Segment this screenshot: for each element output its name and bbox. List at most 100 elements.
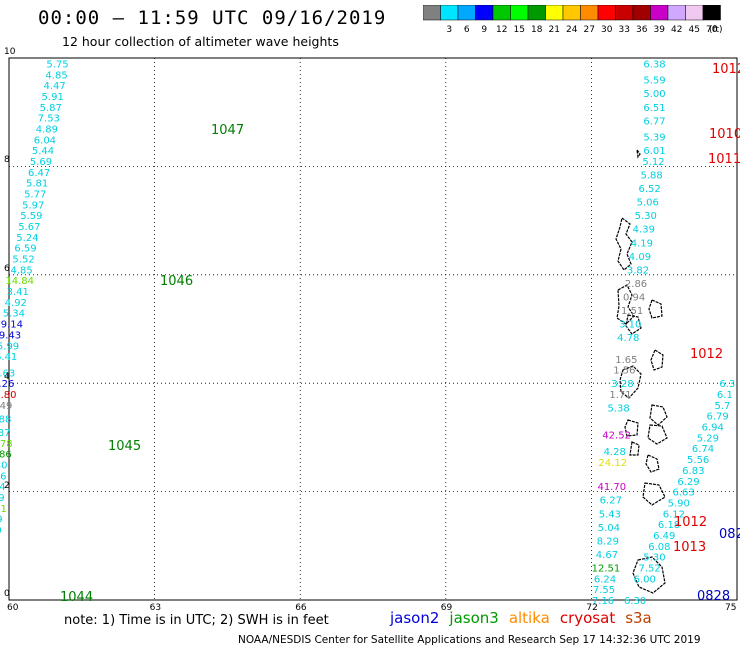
wave-height-value: 6.41 [0, 352, 17, 363]
atoll-outline [647, 424, 668, 445]
footnote: note: 1) Time is in UTC; 2) SWH is in fe… [64, 613, 329, 628]
x-tick-label: 72 [586, 603, 598, 613]
wave-height-value: 8.29 [597, 536, 619, 547]
x-tick-label: 69 [440, 603, 453, 613]
wave-height-value: 5.88 [640, 171, 662, 182]
wave-height-value: 5.90 [668, 498, 690, 509]
pass-time-label: 1044 [60, 590, 93, 605]
wave-height-value: 5.77 [24, 190, 46, 201]
y-tick-label: 4 [4, 372, 10, 383]
wave-height-value: 7.52 [639, 563, 661, 574]
wave-height-value: 6.30 [624, 596, 646, 607]
wave-height-value: 1.65 [615, 355, 637, 366]
wave-height-value: 5.91 [42, 92, 64, 103]
wave-height-value: 5.81 [26, 179, 48, 190]
atoll-outline [616, 284, 635, 325]
pass-time-label: 1012 [690, 347, 723, 362]
atoll-outline [636, 149, 641, 159]
map-title: 00:00 – 11:59 UTC 09/16/2019 [38, 7, 387, 29]
colorbar-label: 30 [601, 25, 613, 35]
colorbar-label: 27 [584, 25, 595, 35]
wave-height-value: 4.44 [0, 482, 6, 493]
wave-height-value: 0.94 [623, 292, 645, 303]
pass-time-label: 1047 [211, 123, 244, 138]
wave-height-value: 4.66 [0, 471, 7, 482]
wave-height-value: 2.49 [0, 401, 12, 412]
wave-height-value: 6.18 [658, 520, 680, 531]
wave-height-value: 3.82 [627, 265, 649, 276]
pass-time-label: 1010 [709, 127, 740, 142]
wave-height-value: 5.67 [18, 222, 40, 233]
atoll-outline [619, 365, 642, 399]
wave-height-value: 5.75 [46, 59, 68, 70]
wave-height-value: 7.53 [38, 114, 60, 125]
wave-height-value: 14.84 [5, 276, 34, 287]
map-frame [8, 57, 738, 601]
legend-jason2: jason2 [390, 609, 440, 627]
wave-height-value: 5.34 [3, 309, 25, 320]
wave-height-value: 6.71 [0, 536, 1, 547]
legend-jason3: jason3 [449, 609, 499, 627]
wave-height-value: 6.27 [600, 496, 622, 507]
wave-height-value: 6.94 [702, 423, 724, 434]
wave-height-value: 5.59 [20, 211, 42, 222]
wave-height-value: 6.38 [643, 59, 665, 70]
wave-height-value: 3.28 [611, 379, 633, 390]
colorbar-label: 9 [481, 25, 487, 35]
wave-height-value: 5.63 [0, 368, 15, 379]
wave-height-value: 6.49 [653, 531, 675, 542]
wave-height-value: 1.56 [613, 366, 635, 377]
wave-height-colorbar: 3 6 9 12 15 18 21 24 27 30 33 36 39 42 45 70(ft) [423, 5, 723, 35]
pass-time-label: 0828 [719, 527, 740, 542]
colorbar-swatch [702, 5, 721, 21]
pass-time-label: 1011 [708, 152, 740, 167]
x-tick-label: 63 [149, 603, 162, 613]
x-tick-label: 60 [7, 603, 19, 613]
x-tick-label: 66 [295, 603, 307, 613]
colorbar-label: 21 [549, 25, 560, 35]
wave-height-value: 6.63 [672, 488, 694, 499]
colorbar-label: 70 [706, 25, 718, 35]
wave-height-value: 5.59 [643, 76, 665, 87]
colorbar-label: 33 [619, 25, 630, 35]
wave-height-value: 6.00 [634, 574, 656, 585]
wave-height-value: 5.30 [643, 553, 665, 564]
colorbar-label: 18 [531, 25, 543, 35]
wave-height-value: 33.80 [0, 390, 17, 401]
colorbar-label: 45 [689, 25, 700, 35]
y-tick-label: 6 [4, 263, 10, 274]
wave-height-value: 6.74 [692, 444, 714, 455]
wave-height-value: 4.67 [596, 550, 618, 561]
wave-height-value: 6.51 [643, 103, 665, 114]
wave-height-value: 12.78 [0, 439, 13, 450]
wave-height-value: 5.97 [22, 200, 44, 211]
atoll-outline [650, 349, 664, 371]
wave-height-value: 6.52 [639, 184, 661, 195]
colorbar-unit: (ft) [709, 25, 723, 35]
wave-height-value: 9.26 [0, 379, 14, 390]
wave-height-value: 6.47 [28, 168, 50, 179]
y-tick-label: 10 [4, 47, 16, 57]
wave-height-value: 1.71 [609, 390, 631, 401]
wave-height-value: 5.7 [714, 401, 730, 412]
wave-height-value: 5.12 [642, 157, 664, 168]
pass-time-label: 1012 [674, 515, 707, 530]
colorbar-label: 36 [636, 25, 648, 35]
wave-height-value: 6.29 [677, 477, 699, 488]
pass-time-label: 1013 [673, 540, 706, 555]
atoll-outline [645, 454, 660, 473]
wave-height-value: 6.08 [648, 542, 670, 553]
wave-height-value: 5.00 [643, 89, 665, 100]
atoll-outline [624, 419, 639, 437]
wave-height-value: 2.86 [625, 279, 647, 290]
wave-height-value: 5.87 [40, 103, 62, 114]
wave-height-value: 5.06 [637, 198, 659, 209]
wave-height-value: 5.39 [643, 133, 665, 144]
atoll-outline [615, 216, 633, 271]
atoll-outline [648, 299, 663, 319]
wave-height-value: 3.10 [619, 320, 641, 331]
pass-time-label: 0828 [697, 589, 730, 604]
wave-height-value: 5.52 [12, 255, 34, 266]
wave-height-value: 5.30 [0, 461, 8, 472]
wave-height-value: 6.04 [34, 135, 56, 146]
